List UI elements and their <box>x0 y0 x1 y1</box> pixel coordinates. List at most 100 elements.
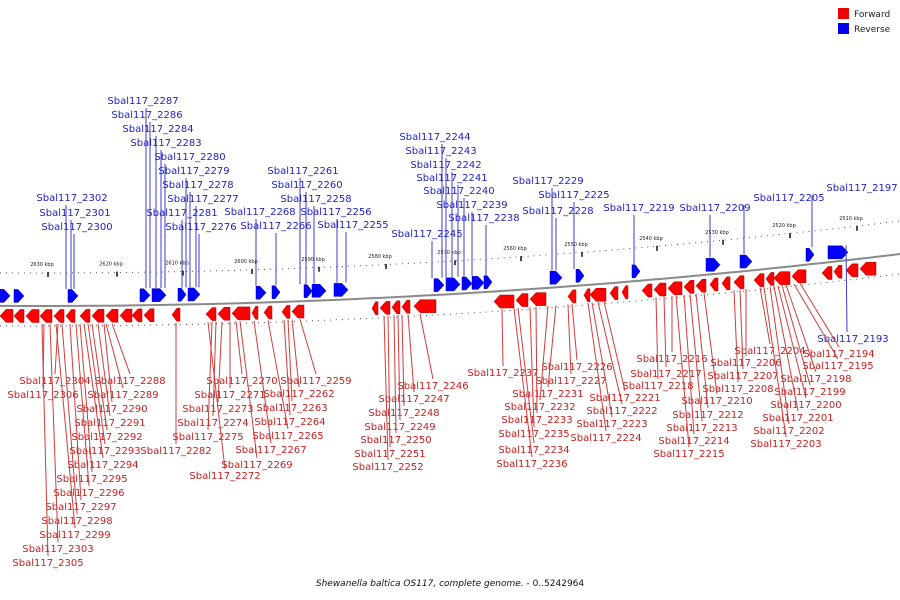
gene-label-Sbal117_2251: Sbal117_2251 <box>354 449 425 460</box>
gene-pointer-line <box>785 284 817 373</box>
legend-reverse: Reverse <box>838 23 890 38</box>
gene-pointer-line <box>79 323 93 473</box>
gene-pointer-line <box>419 313 434 380</box>
gene-label-Sbal117_2223: Sbal117_2223 <box>576 419 647 430</box>
gene-label-Sbal117_2297: Sbal117_2297 <box>45 502 116 513</box>
gene-pointer-line <box>777 285 807 399</box>
gene-label-Sbal117_2221: Sbal117_2221 <box>589 393 660 404</box>
gene-label-Sbal117_2235: Sbal117_2235 <box>498 429 569 440</box>
gene-label-Sbal117_2224: Sbal117_2224 <box>570 433 641 444</box>
gene-pointer-line <box>501 308 504 367</box>
reverse-gene-arrow <box>549 270 563 285</box>
gene-pointer-line <box>793 283 839 360</box>
forward-gene-arrow <box>91 309 105 323</box>
forward-gene-arrow <box>217 307 231 321</box>
reverse-gene-arrow <box>139 288 151 303</box>
gene-pointer-line <box>663 296 667 368</box>
forward-gene-arrow <box>641 283 653 298</box>
forward-legend-label: Forward <box>854 10 891 20</box>
reverse-gene-arrow <box>631 264 641 279</box>
gene-pointer-line <box>689 294 703 422</box>
forward-gene-arrow <box>583 288 591 302</box>
gene-label-Sbal117_2286: Sbal117_2286 <box>111 110 182 121</box>
forward-gene-arrow <box>791 269 807 283</box>
gene-label-Sbal117_2237: Sbal117_2237 <box>467 368 538 379</box>
gene-label-Sbal117_2284: Sbal117_2284 <box>122 124 193 135</box>
gene-pointer-line <box>401 314 405 407</box>
genome-range: - 0..5242964 <box>526 579 585 589</box>
gene-pointer-line <box>54 323 59 375</box>
forward-gene-arrow <box>833 264 843 279</box>
gene-label-Sbal117_2265: Sbal117_2265 <box>252 431 323 442</box>
gene-label-Sbal117_2198: Sbal117_2198 <box>780 374 851 385</box>
chromosome-backbone <box>0 253 900 307</box>
gene-pointer-line <box>75 323 90 487</box>
reverse-gene-arrow <box>433 278 445 292</box>
gene-label-Sbal117_2225: Sbal117_2225 <box>538 190 609 201</box>
gene-pointer-line <box>49 323 59 543</box>
gene-label-Sbal117_2207: Sbal117_2207 <box>707 371 778 382</box>
gene-pointer-line <box>703 292 718 395</box>
gene-label-Sbal117_2261: Sbal117_2261 <box>267 166 338 177</box>
gene-pointer-line <box>111 323 131 375</box>
gene-label-Sbal117_2202: Sbal117_2202 <box>753 426 824 437</box>
gene-label-Sbal117_2234: Sbal117_2234 <box>498 445 569 456</box>
gene-pointer-line <box>207 321 213 431</box>
forward-gene-arrow <box>859 261 877 276</box>
gene-pointer-line <box>769 286 790 425</box>
reverse-gene-arrow <box>705 258 721 272</box>
gene-pointer-line <box>733 290 739 383</box>
gene-pointer-line <box>535 306 538 414</box>
scale-label: 2550 kbp <box>564 242 588 248</box>
gene-pointer-line <box>567 304 572 375</box>
reverse-gene-arrow <box>483 275 493 289</box>
forward-gene-arrow <box>709 277 719 292</box>
gene-label-Sbal117_2243: Sbal117_2243 <box>405 146 476 157</box>
forward-gene-arrow <box>119 308 133 323</box>
gene-pointer-line <box>517 307 535 444</box>
legend: Forward Reverse <box>838 8 890 38</box>
gene-label-Sbal117_2267: Sbal117_2267 <box>235 445 306 456</box>
gene-label-Sbal117_2256: Sbal117_2256 <box>300 207 371 218</box>
gene-label-Sbal117_2249: Sbal117_2249 <box>364 422 435 433</box>
reverse-gene-arrow <box>255 285 267 300</box>
gene-label-Sbal117_2206: Sbal117_2206 <box>710 358 781 369</box>
scale-label: 2510 kbp <box>839 216 863 222</box>
forward-gene-arrow <box>845 263 859 278</box>
forward-gene-arrow <box>231 306 251 321</box>
gene-label-Sbal117_2300: Sbal117_2300 <box>41 222 112 233</box>
gene-label-Sbal117_2289: Sbal117_2289 <box>87 390 158 401</box>
gene-label-Sbal117_2288: Sbal117_2288 <box>94 376 165 387</box>
gene-label-Sbal117_2209: Sbal117_2209 <box>679 203 750 214</box>
reverse-gene-arrow <box>805 248 815 262</box>
gene-label-Sbal117_2233: Sbal117_2233 <box>501 415 572 426</box>
gene-label-Sbal117_2241: Sbal117_2241 <box>416 173 487 184</box>
forward-gene-arrow <box>653 282 667 297</box>
gene-pointer-line <box>383 315 389 461</box>
gene-label-Sbal117_2295: Sbal117_2295 <box>56 474 127 485</box>
gene-label-Sbal117_2276: Sbal117_2276 <box>165 222 236 233</box>
gene-pointer-line <box>695 293 709 409</box>
gene-pointer-line <box>407 314 415 393</box>
forward-gene-arrow <box>821 266 833 280</box>
gene-pointer-line <box>397 314 401 421</box>
gene-pointer-line <box>739 289 744 370</box>
gene-pointer-line <box>87 323 106 445</box>
gene-pointer-line <box>763 287 787 438</box>
forward-gene-arrow <box>53 309 65 323</box>
forward-gene-arrow <box>251 306 259 320</box>
gene-label-Sbal117_2287: Sbal117_2287 <box>107 96 178 107</box>
gene-label-Sbal117_2255: Sbal117_2255 <box>317 220 388 231</box>
reverse-gene-arrow <box>311 284 327 298</box>
forward-gene-arrow <box>25 309 40 323</box>
gene-label-Sbal117_2305: Sbal117_2305 <box>12 558 83 569</box>
gene-label-Sbal117_2266: Sbal117_2266 <box>240 221 311 232</box>
gene-pointer-line <box>759 287 771 345</box>
gene-pointer-line <box>105 323 124 389</box>
gene-label-Sbal117_2274: Sbal117_2274 <box>177 418 248 429</box>
gene-label-Sbal117_2262: Sbal117_2262 <box>263 389 334 400</box>
gene-label-Sbal117_2208: Sbal117_2208 <box>702 384 773 395</box>
gene-label-Sbal117_2302: Sbal117_2302 <box>36 193 107 204</box>
gene-label-Sbal117_2299: Sbal117_2299 <box>39 530 110 541</box>
